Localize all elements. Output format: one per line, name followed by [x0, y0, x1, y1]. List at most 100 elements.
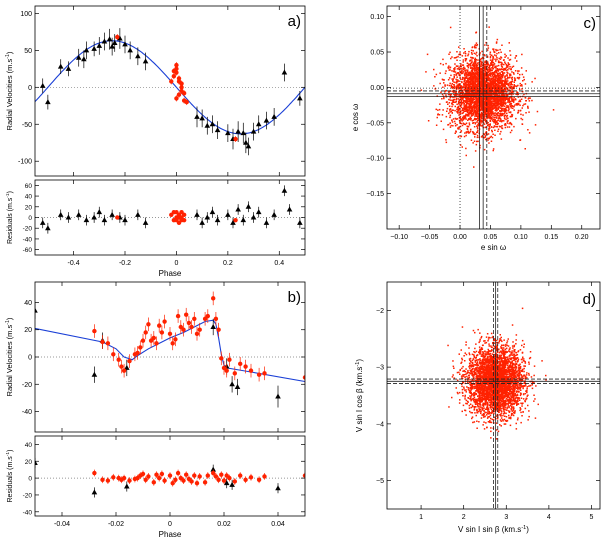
- posterior-sample: [506, 87, 508, 90]
- posterior-sample: [494, 73, 496, 75]
- data-point-circle: [238, 361, 243, 367]
- posterior-sample: [459, 120, 461, 123]
- posterior-sample: [483, 111, 485, 113]
- x-axis-label: Phase: [159, 269, 182, 278]
- posterior-sample: [474, 91, 477, 93]
- posterior-sample: [485, 41, 487, 44]
- posterior-sample: [500, 115, 502, 117]
- posterior-sample: [489, 96, 492, 98]
- data-point-circle: [262, 474, 267, 479]
- data-point-circle: [202, 316, 208, 322]
- posterior-sample: [441, 93, 444, 96]
- posterior-sample: [457, 65, 459, 67]
- posterior-sample: [472, 122, 475, 124]
- posterior-plot-area: [387, 6, 600, 229]
- data-point-triangle: [65, 65, 72, 71]
- posterior-sample: [436, 95, 438, 97]
- posterior-sample: [488, 80, 490, 82]
- posterior-sample: [507, 84, 510, 87]
- posterior-sample: [452, 78, 454, 80]
- posterior-sample: [498, 91, 500, 93]
- posterior-sample: [517, 96, 520, 98]
- posterior-sample: [500, 79, 502, 82]
- data-point-circle: [111, 475, 116, 480]
- posterior-sample: [465, 99, 467, 101]
- posterior-sample: [509, 54, 512, 56]
- posterior-sample: [497, 86, 499, 89]
- posterior-sample: [492, 149, 494, 152]
- posterior-sample: [451, 56, 453, 58]
- posterior-sample: [464, 115, 466, 117]
- posterior-sample: [493, 82, 495, 84]
- posterior-sample: [483, 87, 485, 90]
- posterior-sample: [495, 55, 497, 57]
- posterior-sample: [462, 118, 465, 120]
- posterior-sample: [462, 85, 464, 88]
- posterior-sample: [503, 117, 506, 120]
- data-point-triangle: [209, 121, 216, 127]
- posterior-sample: [476, 55, 478, 57]
- posterior-sample: [481, 81, 484, 83]
- posterior-sample: [479, 100, 481, 103]
- posterior-sample: [481, 106, 484, 108]
- posterior-sample: [518, 100, 520, 103]
- posterior-sample: [510, 77, 513, 79]
- posterior-sample: [496, 98, 498, 100]
- posterior-sample: [454, 67, 456, 69]
- posterior-sample: [523, 103, 525, 106]
- posterior-sample: [498, 61, 501, 64]
- posterior-sample: [497, 75, 499, 77]
- posterior-sample: [516, 354, 519, 356]
- posterior-sample: [469, 81, 472, 84]
- posterior-sample: [525, 70, 527, 72]
- posterior-sample: [485, 121, 487, 123]
- posterior-sample: [487, 47, 490, 49]
- posterior-sample: [487, 78, 490, 80]
- posterior-sample: [466, 108, 468, 110]
- posterior-sample: [501, 113, 503, 116]
- posterior-sample: [476, 98, 478, 100]
- posterior-sample: [525, 100, 527, 102]
- posterior-sample: [493, 107, 495, 109]
- data-point-circle: [162, 319, 167, 324]
- posterior-sample: [471, 46, 473, 49]
- posterior-sample: [492, 111, 494, 113]
- posterior-sample: [492, 58, 494, 60]
- posterior-sample: [490, 85, 493, 87]
- data-point-triangle: [91, 371, 98, 377]
- posterior-sample: [447, 103, 449, 105]
- posterior-sample: [488, 125, 490, 128]
- posterior-sample: [505, 86, 507, 89]
- posterior-sample: [494, 112, 497, 114]
- data-point-circle: [205, 313, 210, 319]
- y-tick-label: −0.05: [366, 120, 384, 127]
- posterior-sample: [487, 348, 489, 351]
- posterior-sample: [474, 76, 476, 78]
- posterior-sample: [500, 356, 502, 358]
- posterior-sample: [483, 73, 485, 76]
- posterior-sample: [491, 81, 493, 83]
- posterior-sample: [489, 81, 491, 84]
- posterior-sample: [516, 401, 518, 404]
- posterior-sample: [490, 111, 492, 113]
- posterior-sample: [499, 107, 502, 109]
- posterior-sample: [474, 70, 476, 72]
- posterior-sample: [468, 404, 471, 407]
- posterior-sample: [472, 90, 474, 93]
- data-point-circle: [216, 327, 221, 332]
- posterior-sample: [468, 107, 470, 110]
- posterior-sample: [509, 347, 511, 349]
- posterior-sample: [495, 84, 497, 86]
- posterior-sample: [483, 67, 486, 70]
- posterior-sample: [481, 50, 483, 53]
- posterior-sample: [460, 106, 463, 109]
- posterior-sample: [521, 73, 524, 76]
- posterior-sample: [504, 86, 507, 88]
- y-tick-label: -50: [22, 122, 32, 129]
- posterior-sample: [485, 107, 488, 109]
- posterior-sample: [468, 132, 470, 134]
- posterior-sample: [471, 83, 473, 85]
- posterior-sample: [470, 83, 472, 86]
- posterior-sample: [511, 114, 514, 116]
- posterior-sample: [486, 351, 488, 353]
